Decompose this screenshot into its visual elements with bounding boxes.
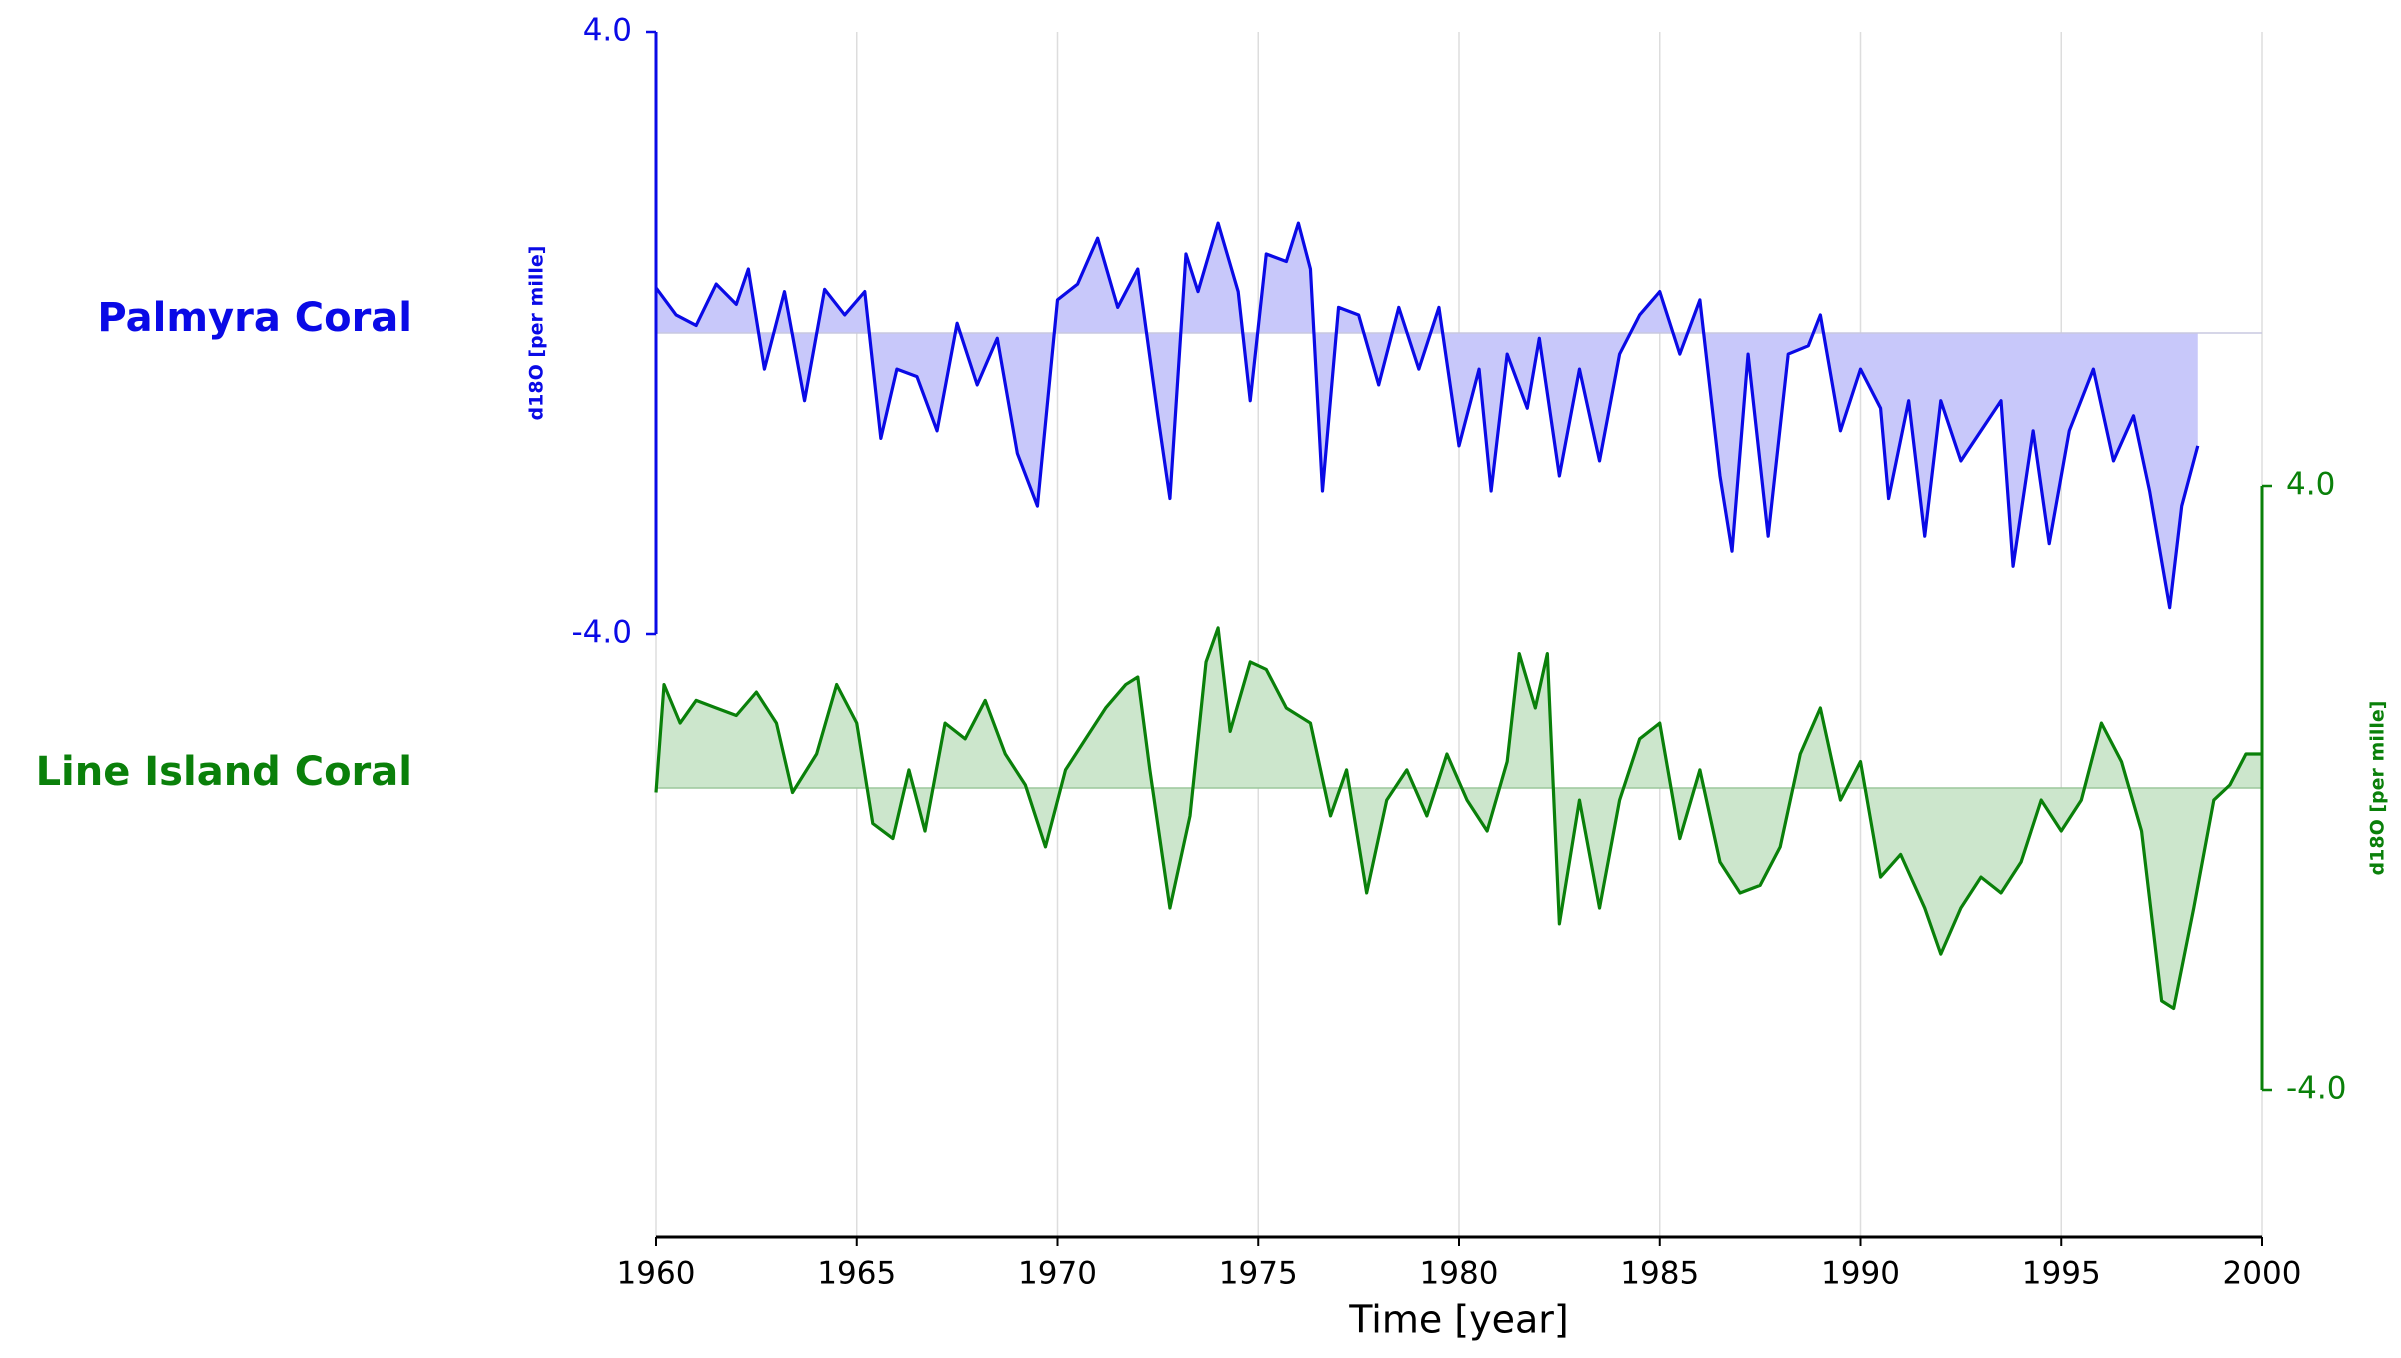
x-tick-label: 2000 (2223, 1256, 2302, 1292)
x-tick-label: 1975 (1219, 1256, 1298, 1292)
series-label: Line Island Coral (36, 749, 412, 795)
x-axis-label: Time [year] (1348, 1298, 1569, 1342)
area-fill (656, 223, 2198, 608)
y-tick-label: 4.0 (583, 13, 632, 49)
y-tick-label: -4.0 (2286, 1071, 2347, 1107)
series-label: Palmyra Coral (97, 295, 412, 341)
y-tick-label: -4.0 (572, 615, 633, 651)
series-line (654, 221, 2200, 610)
x-tick-label: 1980 (1420, 1256, 1499, 1292)
x-tick-label: 1970 (1018, 1256, 1097, 1292)
area-fill (656, 627, 2262, 1009)
x-tick-label: 1995 (2022, 1256, 2101, 1292)
y-axis-label: d18O [per mille] (526, 246, 548, 421)
x-tick-label: 1965 (817, 1256, 896, 1292)
y-tick-label: 4.0 (2286, 467, 2335, 503)
series-line (654, 626, 2262, 1011)
x-tick-label: 1990 (1821, 1256, 1900, 1292)
y-axis-label: d18O [per mille] (2367, 701, 2389, 876)
x-tick-label: 1960 (617, 1256, 696, 1292)
x-tick-label: 1985 (1620, 1256, 1699, 1292)
